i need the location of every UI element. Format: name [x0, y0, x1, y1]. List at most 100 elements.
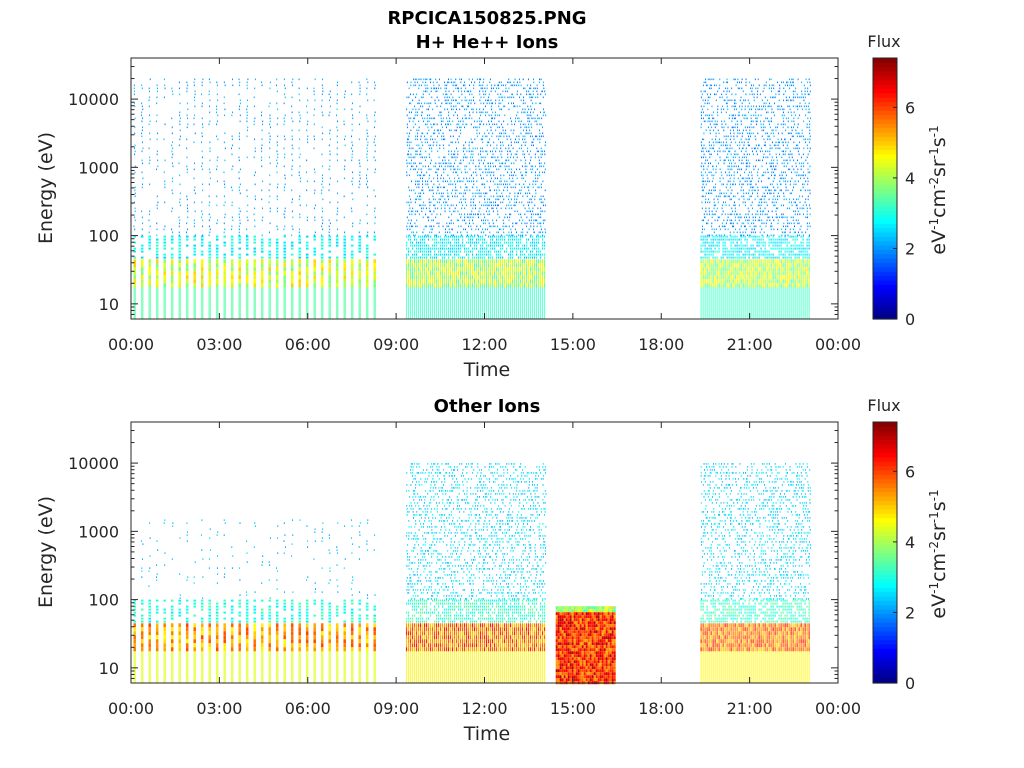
- flux-cell: [223, 180, 225, 183]
- flux-cell: [539, 132, 541, 135]
- data-interval: [133, 78, 376, 319]
- flux-cell: [201, 156, 203, 159]
- flux-cell: [471, 78, 473, 81]
- flux-cell: [734, 263, 736, 268]
- flux-cell: [513, 259, 516, 264]
- flux-cell: [155, 286, 159, 319]
- flux-cell: [223, 271, 226, 276]
- flux-cell: [509, 244, 512, 247]
- flux-cell: [704, 120, 706, 123]
- flux-cell: [419, 286, 422, 319]
- flux-cell: [717, 150, 719, 153]
- flux-cell: [720, 267, 722, 272]
- flux-cell: [531, 241, 534, 244]
- flux-cell: [149, 225, 151, 228]
- flux-cell: [730, 198, 732, 201]
- flux-cell: [434, 102, 436, 105]
- flux-cell: [500, 195, 502, 198]
- flux-cell: [446, 117, 448, 120]
- flux-cell: [501, 283, 504, 288]
- flux-cell: [321, 183, 323, 186]
- flux-cell: [470, 225, 472, 228]
- flux-cell: [720, 259, 722, 264]
- flux-cell: [742, 253, 744, 256]
- flux-cell: [702, 150, 704, 153]
- flux-cell: [291, 111, 293, 114]
- flux-cell: [747, 126, 749, 129]
- flux-cell: [238, 271, 241, 276]
- flux-cell: [510, 213, 512, 216]
- flux-cell: [429, 189, 431, 192]
- flux-cell: [475, 253, 478, 256]
- flux-cell: [465, 259, 468, 264]
- flux-cell: [721, 207, 723, 210]
- flux-cell: [157, 90, 159, 93]
- flux-cell: [740, 241, 742, 244]
- flux-cell: [714, 219, 716, 222]
- flux-cell: [520, 132, 522, 135]
- flux-cell: [148, 219, 150, 222]
- flux-cell: [478, 192, 480, 195]
- flux-cell: [702, 235, 704, 238]
- flux-cell: [450, 102, 452, 105]
- flux-cell: [510, 180, 512, 183]
- flux-cell: [535, 256, 538, 259]
- flux-cell: [536, 123, 538, 126]
- flux-cell: [521, 263, 524, 268]
- flux-cell: [717, 153, 719, 156]
- flux-cell: [704, 238, 706, 241]
- flux-cell: [149, 96, 151, 99]
- flux-cell: [433, 253, 436, 256]
- flux-cell: [374, 216, 376, 219]
- flux-cell: [469, 84, 471, 87]
- flux-cell: [430, 78, 432, 81]
- flux-cell: [238, 231, 240, 234]
- flux-cell: [532, 207, 534, 210]
- flux-cell: [262, 180, 264, 183]
- flux-cell: [507, 153, 509, 156]
- flux-cell: [320, 279, 324, 284]
- flux-cell: [201, 135, 203, 138]
- flux-cell: [487, 219, 489, 222]
- flux-cell: [336, 99, 338, 102]
- flux-cell: [539, 222, 541, 225]
- flux-cell: [700, 283, 702, 288]
- flux-cell: [335, 235, 339, 238]
- flux-cell: [453, 168, 455, 171]
- flux-cell: [430, 210, 432, 213]
- flux-cell: [493, 235, 496, 238]
- flux-cell: [732, 247, 734, 250]
- flux-cell: [703, 228, 705, 231]
- flux-cell: [502, 126, 504, 129]
- flux-cell: [445, 271, 448, 276]
- flux-cell: [223, 204, 225, 207]
- flux-cell: [736, 256, 738, 259]
- flux-cell: [702, 84, 704, 87]
- flux-cell: [728, 267, 730, 272]
- flux-cell: [443, 171, 445, 174]
- flux-cell: [477, 241, 480, 244]
- flux-cell: [460, 132, 462, 135]
- flux-cell: [445, 123, 447, 126]
- flux-cell: [745, 93, 747, 96]
- flux-cell: [736, 283, 738, 288]
- flux-cell: [530, 84, 532, 87]
- flux-cell: [732, 283, 734, 288]
- flux-cell: [419, 259, 422, 264]
- flux-cell: [148, 244, 151, 247]
- flux-cell: [337, 129, 339, 132]
- flux-cell: [254, 117, 256, 120]
- flux-cell: [156, 234, 158, 237]
- flux-cell: [215, 267, 219, 272]
- flux-cell: [344, 93, 346, 96]
- flux-cell: [268, 105, 270, 108]
- flux-cell: [720, 271, 722, 276]
- flux-cell: [489, 102, 491, 105]
- flux-cell: [459, 275, 462, 280]
- flux-cell: [508, 108, 510, 111]
- flux-cell: [466, 234, 468, 237]
- flux-cell: [724, 279, 726, 284]
- flux-cell: [480, 168, 482, 171]
- flux-cell: [723, 225, 725, 228]
- flux-cell: [185, 231, 187, 234]
